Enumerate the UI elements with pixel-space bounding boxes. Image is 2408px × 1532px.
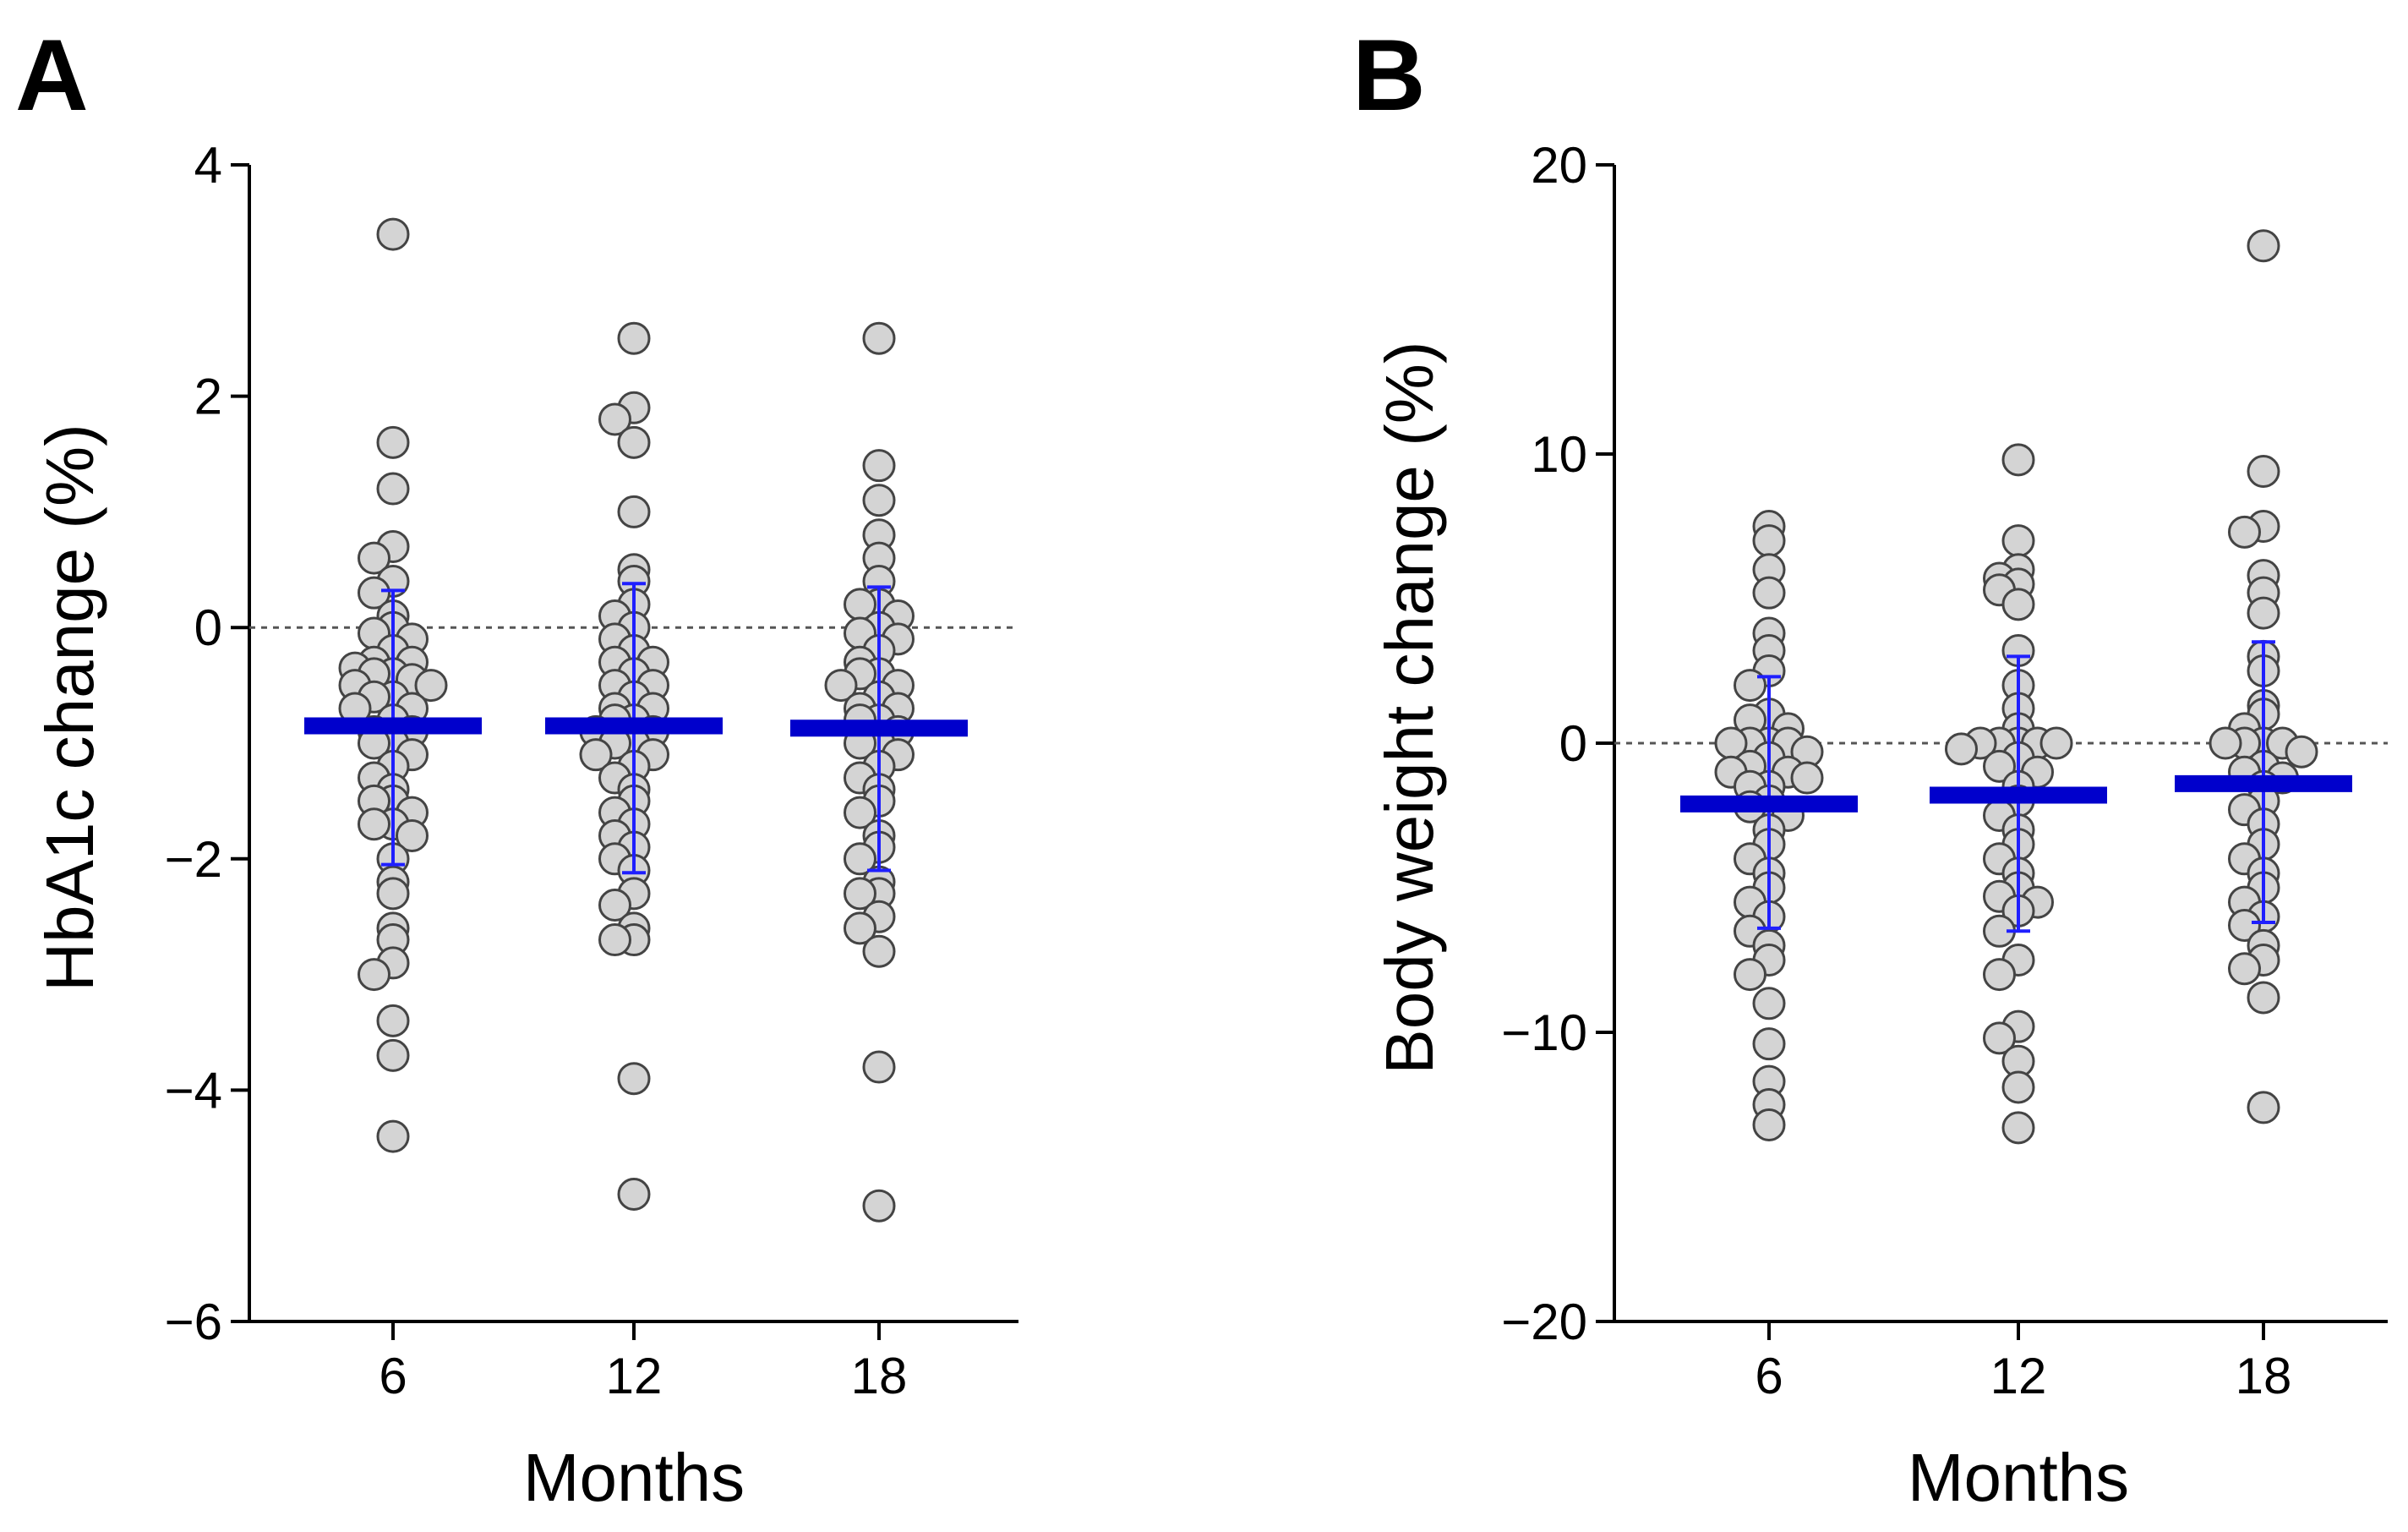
panel-a-data-point bbox=[598, 923, 631, 957]
panel-a-data-point bbox=[579, 738, 613, 772]
panel-a-data-point bbox=[844, 877, 876, 911]
panel-a-data-point bbox=[617, 495, 651, 528]
panel-b-data-point bbox=[2209, 726, 2242, 760]
panel-a-data-point bbox=[617, 425, 651, 459]
panel-b-letter: B bbox=[1352, 19, 1426, 132]
panel-a-data-point bbox=[358, 541, 390, 575]
panel-a-data-point bbox=[598, 889, 631, 922]
panel-a-data-point bbox=[414, 669, 448, 703]
panel-a-y-axis-title: HbA1c change (%) bbox=[32, 424, 107, 991]
panel-a-data-point bbox=[358, 958, 390, 992]
panel-b-y-axis-title: Body weight change (%) bbox=[1372, 341, 1447, 1074]
panel-a-y-tick-label: −6 bbox=[165, 1294, 222, 1350]
panel-a-y-tick-label: −2 bbox=[165, 831, 222, 888]
panel-b-y-tick-label: −10 bbox=[1501, 1004, 1587, 1061]
panel-b-data-point bbox=[1752, 1027, 1786, 1061]
panel-b-data-point bbox=[1945, 732, 1978, 766]
panel-a-data-point bbox=[824, 669, 858, 703]
panel-a-data-point bbox=[376, 877, 410, 911]
panel-a-data-point bbox=[396, 818, 429, 852]
panel-a-data-point bbox=[862, 934, 896, 968]
panel-b-data-point bbox=[1790, 761, 1824, 795]
panel-a-data-point bbox=[844, 796, 876, 829]
panel-b-y-tick-label: 20 bbox=[1531, 137, 1587, 194]
panel-a-data-point bbox=[376, 1038, 410, 1072]
panel-b-data-point bbox=[2247, 1091, 2280, 1124]
panel-b-data-point bbox=[1752, 524, 1786, 558]
panel-b-x-tick-label: 12 bbox=[1990, 1348, 2047, 1404]
panel-a-data-point bbox=[862, 1189, 896, 1223]
panel-b-data-point bbox=[1734, 958, 1766, 992]
panel-b: B Body weight change (%) Months 20 10 0 −10… bbox=[1352, 19, 2388, 1515]
panel-b-data-point bbox=[2001, 1070, 2035, 1104]
panel-a-data-point bbox=[376, 472, 410, 506]
panel-b-data-point bbox=[2247, 596, 2280, 630]
panel-b-data-point bbox=[2039, 726, 2073, 760]
panel-a-data-point bbox=[617, 1178, 651, 1212]
panel-a-data-point bbox=[862, 1050, 896, 1084]
panel-b-data-point bbox=[1734, 669, 1766, 703]
panel-b-data-point bbox=[2247, 981, 2280, 1015]
panel-a-data-point bbox=[376, 1119, 410, 1153]
panel-b-data-point bbox=[1983, 958, 2016, 992]
panel-a-x-tick-label: 18 bbox=[851, 1348, 908, 1404]
panel-a-data-point bbox=[617, 1062, 651, 1096]
panel-b-data-point bbox=[2001, 443, 2035, 477]
panel-a-x-tick-label: 12 bbox=[606, 1348, 663, 1404]
panel-a-data-point bbox=[598, 402, 631, 436]
panel-a: A HbA1c change (%) Months 4 2 0 −2 −4 −6 6 12 18 bbox=[15, 19, 1018, 1515]
panel-b-data-point bbox=[1752, 987, 1786, 1020]
panel-a-data-point bbox=[376, 425, 410, 459]
panel-b-y-tick-label: 0 bbox=[1559, 715, 1587, 772]
panel-a-data-point bbox=[617, 321, 651, 355]
panel-a-data-point bbox=[862, 449, 896, 483]
panel-b-data-point bbox=[1983, 749, 2016, 783]
panel-b-data-point bbox=[2247, 455, 2280, 489]
panel-b-data-point bbox=[2001, 588, 2035, 621]
panel-b-data-point bbox=[2001, 1111, 2035, 1145]
panel-a-data-point bbox=[844, 842, 876, 876]
panel-a-data-point bbox=[862, 484, 896, 517]
panel-b-data-point bbox=[1983, 1021, 2016, 1055]
panel-a-data-point bbox=[862, 321, 896, 355]
panel-a-data-point bbox=[358, 807, 390, 841]
panel-b-x-axis-title: Months bbox=[1908, 1440, 2129, 1515]
panel-b-y-tick-label: 10 bbox=[1531, 426, 1587, 483]
panel-b-data-point bbox=[2001, 524, 2035, 558]
panel-b-data-point bbox=[1752, 1108, 1786, 1141]
panel-b-data-point bbox=[2228, 908, 2261, 942]
panel-a-data-point bbox=[358, 576, 390, 610]
panel-a-y-tick-label: 4 bbox=[194, 137, 222, 194]
panel-a-y-tick-label: −4 bbox=[165, 1062, 222, 1119]
panel-a-data-point bbox=[844, 911, 876, 945]
panel-a-x-tick-label: 6 bbox=[379, 1348, 407, 1404]
panel-a-x-axis-title: Months bbox=[523, 1440, 745, 1515]
panel-b-x-tick-label: 6 bbox=[1755, 1348, 1783, 1404]
panel-b-data-point bbox=[2247, 229, 2280, 263]
panel-a-letter: A bbox=[15, 19, 89, 132]
panel-b-data-point bbox=[1752, 576, 1786, 610]
panel-a-y-tick-label: 2 bbox=[194, 369, 222, 425]
panel-a-data-point bbox=[376, 1004, 410, 1037]
panel-b-x-tick-label: 18 bbox=[2236, 1348, 2292, 1404]
panel-a-y-tick-label: 0 bbox=[194, 599, 222, 656]
panel-b-data-point bbox=[2228, 952, 2261, 986]
panel-b-data-point bbox=[2228, 515, 2261, 549]
panel-b-y-tick-label: −20 bbox=[1501, 1294, 1587, 1350]
panel-b-data-point bbox=[2285, 735, 2318, 769]
panel-a-data-point bbox=[376, 217, 410, 251]
